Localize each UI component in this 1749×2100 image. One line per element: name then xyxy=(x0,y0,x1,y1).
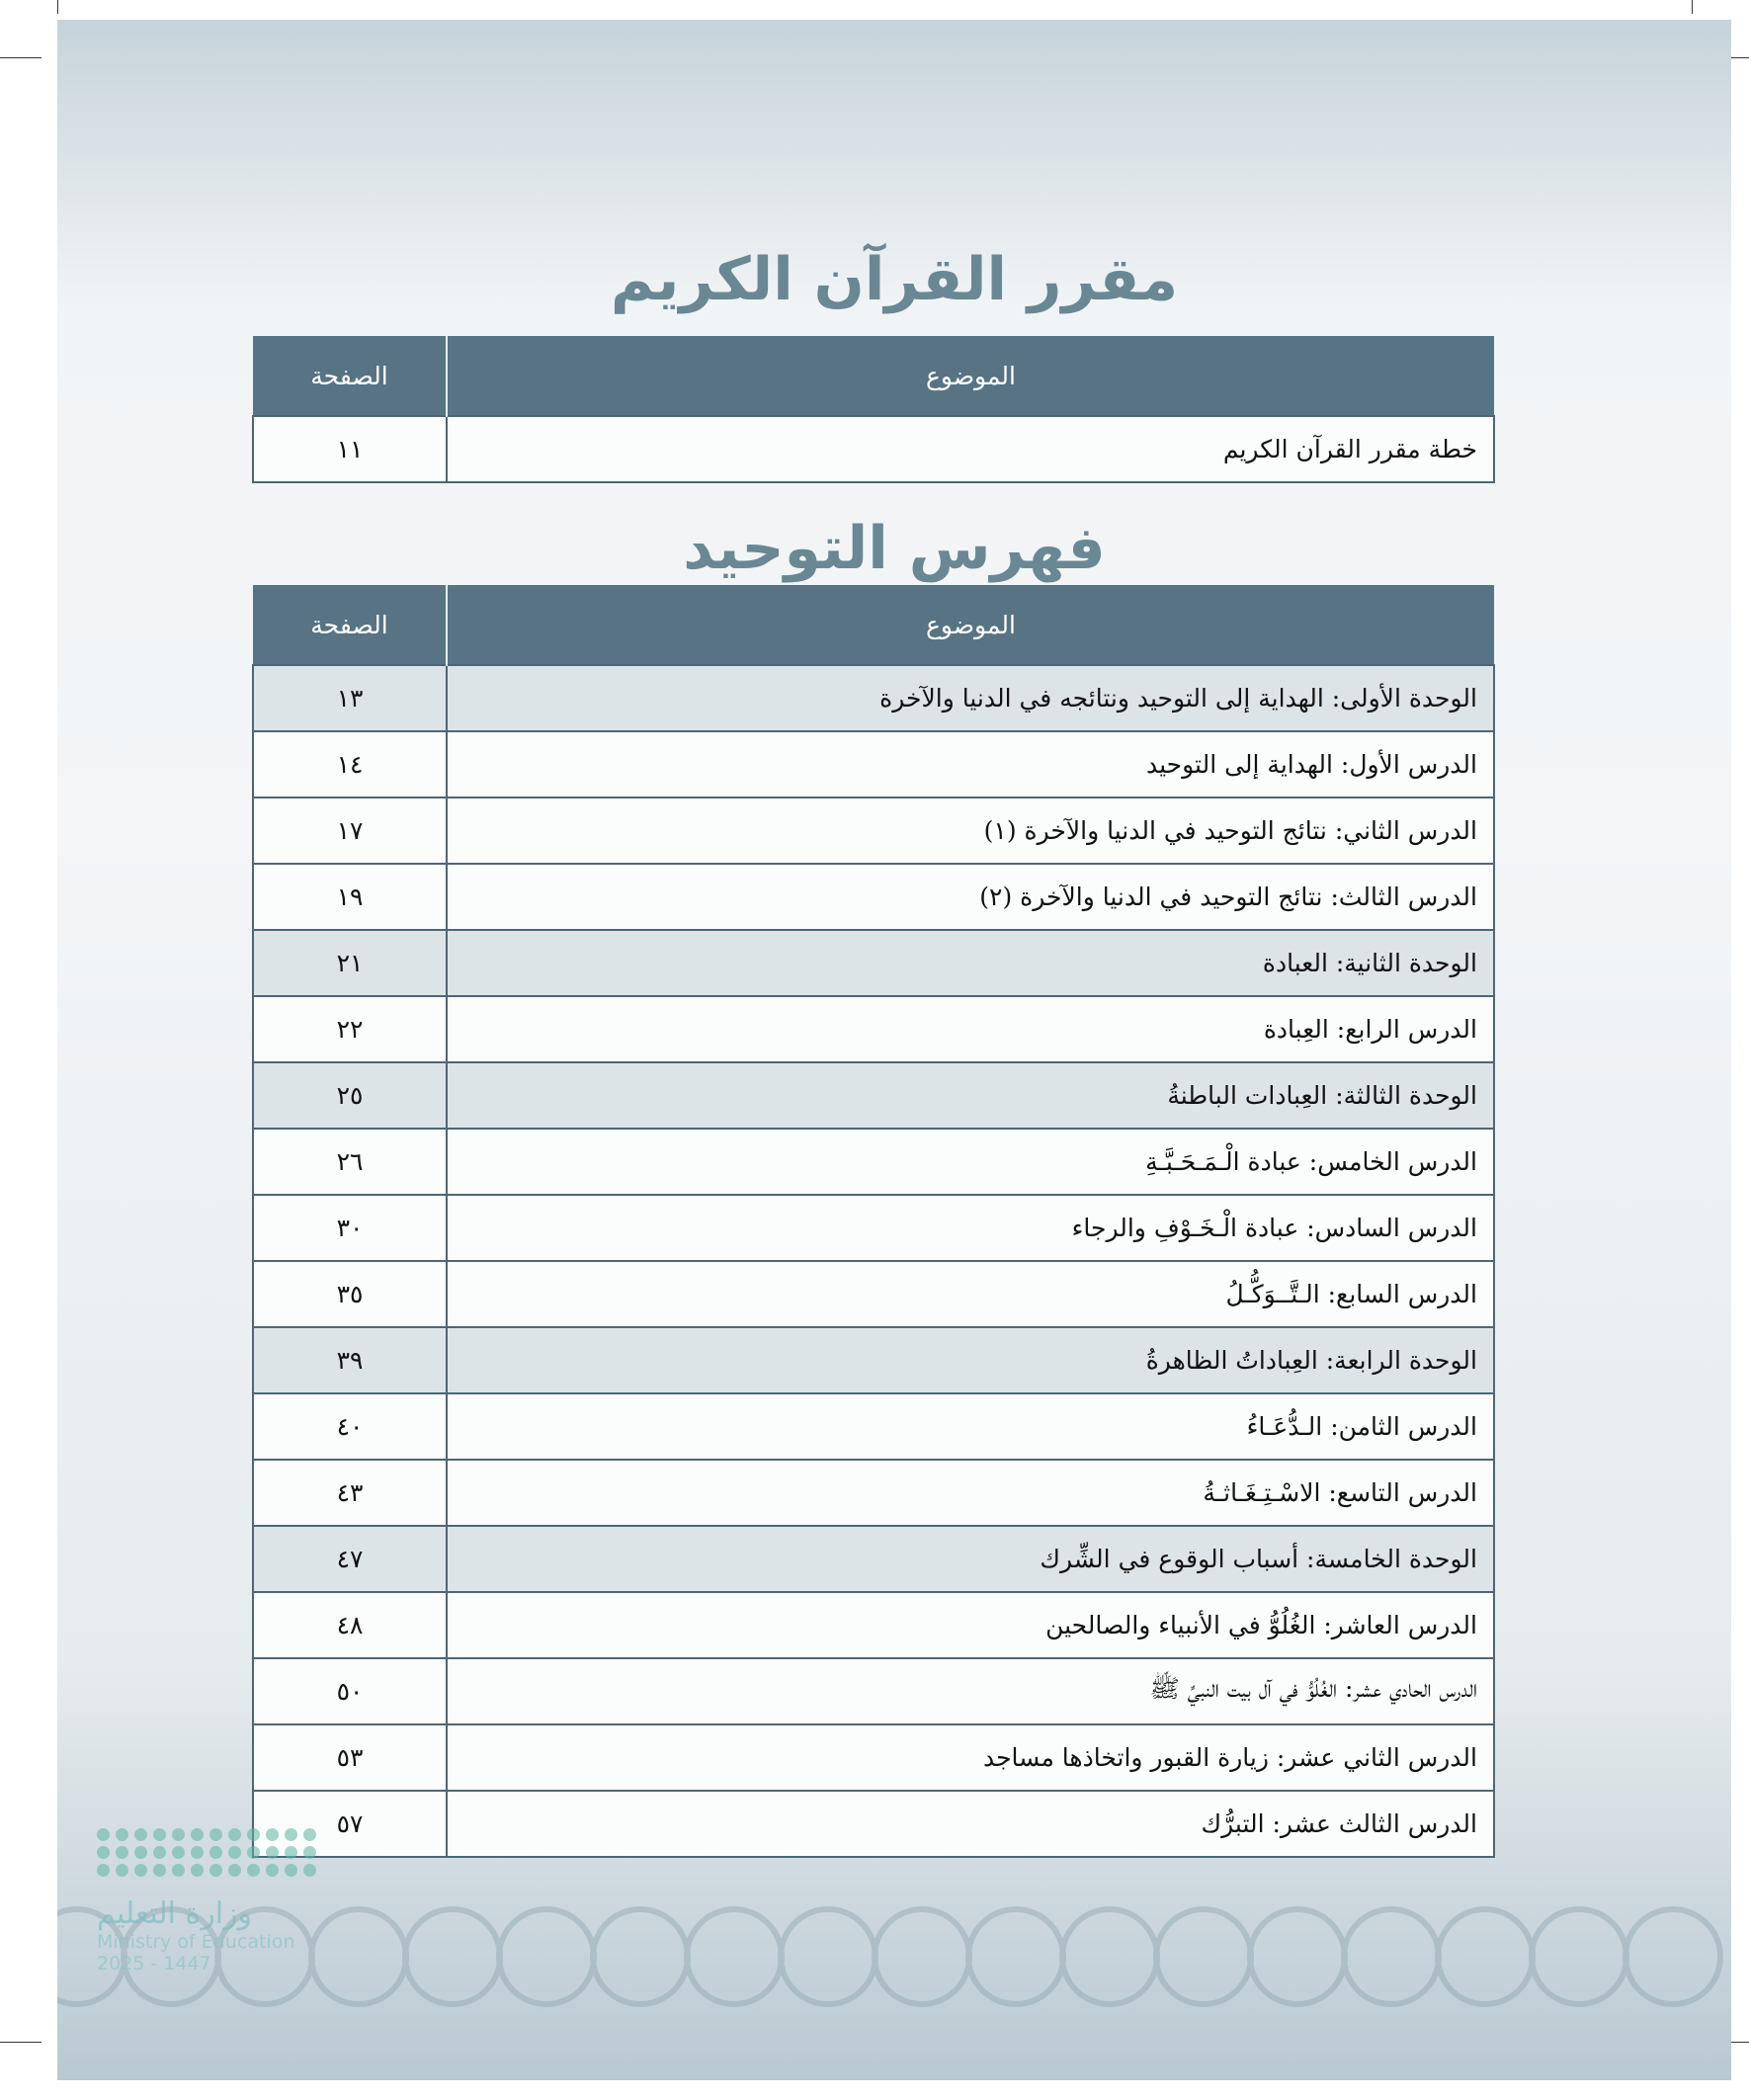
quran-title: مقرر القرآن الكريم xyxy=(610,245,1179,314)
page-number-cell: ٥٧ xyxy=(252,1790,448,1858)
page-number-cell: ٤٨ xyxy=(252,1591,448,1659)
logo-arabic: وزارة التعليم xyxy=(97,1896,253,1931)
tawheed-title: فهرس التوحيد xyxy=(683,514,1106,583)
page-number-cell: ١٣ xyxy=(252,664,448,732)
lesson-row: الدرس الثامن: الـدُّعَـاءُ ٤٠ xyxy=(252,1392,1495,1461)
page-number-cell: ٢٢ xyxy=(252,995,448,1063)
topic-cell: الدرس السابع: الـتَّــوَكُّـلُ xyxy=(446,1260,1495,1328)
ornamental-border xyxy=(57,1906,1723,2007)
page-number-cell: ٣٠ xyxy=(252,1194,448,1262)
topic-cell: الدرس الثامن: الـدُّعَـاءُ xyxy=(446,1392,1495,1461)
quran-table: الموضوع الصفحة خطة مقرر القرآن الكريم ١١ xyxy=(252,336,1495,483)
crop-mark xyxy=(0,2042,42,2043)
logo-year: 2025 - 1447 xyxy=(97,1953,211,1974)
lesson-row: الدرس الثاني: نتائج التوحيد في الدنيا وا… xyxy=(252,797,1495,865)
page-number-cell: ٢١ xyxy=(252,929,448,997)
lesson-row: الدرس الخامس: عبادة الْـمَـحَـبَّـةِ ٢٦ xyxy=(252,1128,1495,1196)
topic-cell: الوحدة الأولى: الهداية إلى التوحيد ونتائ… xyxy=(446,664,1495,732)
crop-mark xyxy=(1692,0,1693,14)
page-number-cell: ٣٩ xyxy=(252,1326,448,1394)
unit-row: الوحدة الأولى: الهداية إلى التوحيد ونتائ… xyxy=(252,664,1495,732)
page-number-cell: ٤٠ xyxy=(252,1392,448,1461)
page: مقرر القرآن الكريم الموضوع الصفحة خطة مق… xyxy=(57,20,1731,2080)
topic-cell: الدرس الحادي عشر: الغُلُوُّ في آل بيت ال… xyxy=(446,1657,1495,1725)
topic-cell: الدرس التاسع: الاسْـتِـغَـاثـةُ xyxy=(446,1459,1495,1527)
page-number-cell: ٤٣ xyxy=(252,1459,448,1527)
topic-cell: الدرس السادس: عبادة الْـخَـوْفِ والرجاء xyxy=(446,1194,1495,1262)
topic-cell: الوحدة الخامسة: أسباب الوقوع في الشِّرك xyxy=(446,1525,1495,1593)
lesson-row: الدرس الثالث عشر: التبرُّك ٥٧ xyxy=(252,1790,1495,1858)
topic-cell: الدرس الخامس: عبادة الْـمَـحَـبَّـةِ xyxy=(446,1128,1495,1196)
topic-cell: الوحدة الرابعة: العِباداتُ الظاهرةُ xyxy=(446,1326,1495,1394)
page-number-cell: ١١ xyxy=(252,415,448,483)
lesson-row: الدرس الثاني عشر: زيارة القبور واتخاذها … xyxy=(252,1723,1495,1792)
topic-cell: الدرس الثالث عشر: التبرُّك xyxy=(446,1790,1495,1858)
page-number-cell: ٢٥ xyxy=(252,1061,448,1130)
lesson-row: الدرس السادس: عبادة الْـخَـوْفِ والرجاء ٣… xyxy=(252,1194,1495,1262)
page-number-cell: ١٤ xyxy=(252,730,448,798)
crop-mark xyxy=(0,57,42,58)
topic-cell: الدرس الثاني عشر: زيارة القبور واتخاذها … xyxy=(446,1723,1495,1792)
topic-cell: الوحدة الثالثة: العِبادات الباطنةُ xyxy=(446,1061,1495,1130)
unit-row: الوحدة الثانية: العبادة ٢١ xyxy=(252,929,1495,997)
page-number-cell: ٣٥ xyxy=(252,1260,448,1328)
unit-row: الوحدة الثالثة: العِبادات الباطنةُ ٢٥ xyxy=(252,1061,1495,1130)
lesson-row: الدرس السابع: الـتَّــوَكُّـلُ ٣٥ xyxy=(252,1260,1495,1328)
lesson-row: الدرس الرابع: العِبادة ٢٢ xyxy=(252,995,1495,1063)
page-number-cell: ٥٣ xyxy=(252,1723,448,1792)
topic-cell: الوحدة الثانية: العبادة xyxy=(446,929,1495,997)
topic-cell: الدرس الثالث: نتائج التوحيد في الدنيا وا… xyxy=(446,863,1495,931)
page-number-cell: ١٩ xyxy=(252,863,448,931)
page-header: الصفحة xyxy=(253,585,447,665)
page-header: الصفحة xyxy=(253,336,447,416)
logo-dots-icon xyxy=(97,1828,433,1877)
unit-row: الوحدة الخامسة: أسباب الوقوع في الشِّرك ٤… xyxy=(252,1525,1495,1593)
logo-english: Ministry of Education xyxy=(97,1931,295,1953)
unit-row: الوحدة الرابعة: العِباداتُ الظاهرةُ ٣٩ xyxy=(252,1326,1495,1394)
page-number-cell: ١٧ xyxy=(252,797,448,865)
topic-header: الموضوع xyxy=(446,585,1494,665)
topic-cell: الدرس الرابع: العِبادة xyxy=(446,995,1495,1063)
page-number-cell: ٤٧ xyxy=(252,1525,448,1593)
page-number-cell: ٢٦ xyxy=(252,1128,448,1196)
page-number-cell: ٥٠ xyxy=(252,1657,448,1725)
lesson-row: الدرس العاشر: الغُلُوُّ في الأنبياء والص… xyxy=(252,1591,1495,1659)
crop-mark xyxy=(57,0,58,14)
lesson-row: الدرس الأول: الهداية إلى التوحيد ١٤ xyxy=(252,730,1495,798)
lesson-row: الدرس الثالث: نتائج التوحيد في الدنيا وا… xyxy=(252,863,1495,931)
lesson-row: الدرس الحادي عشر: الغُلُوُّ في آل بيت ال… xyxy=(252,1657,1495,1725)
lesson-row: الدرس التاسع: الاسْـتِـغَـاثـةُ ٤٣ xyxy=(252,1459,1495,1527)
lesson-row: خطة مقرر القرآن الكريم ١١ xyxy=(252,415,1495,483)
topic-cell: خطة مقرر القرآن الكريم xyxy=(446,415,1495,483)
topic-header: الموضوع xyxy=(446,336,1494,416)
topic-cell: الدرس الثاني: نتائج التوحيد في الدنيا وا… xyxy=(446,797,1495,865)
topic-cell: الدرس الأول: الهداية إلى التوحيد xyxy=(446,730,1495,798)
tawheed-table: الموضوع الصفحة الوحدة الأولى: الهداية إل… xyxy=(252,585,1495,1858)
topic-cell: الدرس العاشر: الغُلُوُّ في الأنبياء والص… xyxy=(446,1591,1495,1659)
ministry-logo: وزارة التعليم Ministry of Education 2025… xyxy=(97,1828,433,1974)
